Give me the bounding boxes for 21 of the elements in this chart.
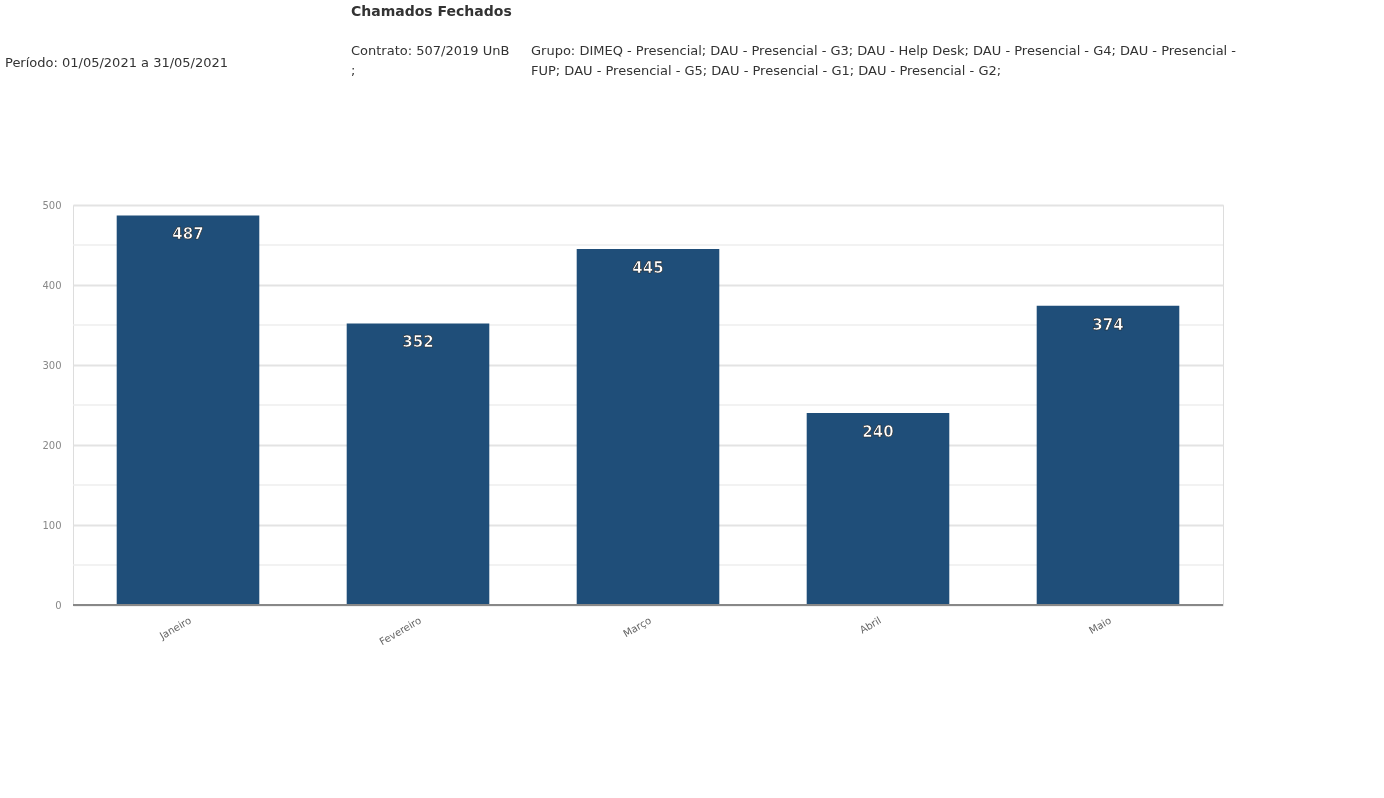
bar	[806, 413, 950, 605]
y-tick-label: 0	[55, 599, 62, 611]
data-label: 240	[862, 423, 894, 441]
chart-title: Chamados Fechados	[351, 3, 512, 19]
data-label: 352	[402, 333, 434, 352]
y-tick-label: 200	[42, 439, 62, 451]
text: Grupo: DIMEQ - Presencial; DAU - Presencial - G3; DAU - Help Desk; DAU - Presencial - G4; DAU - Presencial - FUP; DAU - Presencial - G5; DAU - Presencial - G1; DAU - Presencial - G2;	[531, 43, 1237, 78]
bar	[346, 323, 490, 605]
data-label: 374	[1092, 315, 1124, 334]
data-label: 487	[172, 225, 204, 244]
y-tick-label: 500	[42, 199, 62, 211]
data-label: 445	[632, 259, 664, 277]
text: Contrato: 507/2019 UnB ;	[351, 43, 510, 78]
bar	[576, 249, 720, 605]
y-tick-label: 300	[42, 359, 62, 371]
bar	[1036, 305, 1180, 605]
bar	[116, 215, 260, 605]
y-tick-label: 100	[42, 519, 62, 531]
y-tick-label: 400	[42, 279, 62, 291]
text: Período: 01/05/2021 a 31/05/2021	[5, 55, 229, 70]
x-tick-label: Maio	[1087, 614, 1113, 636]
